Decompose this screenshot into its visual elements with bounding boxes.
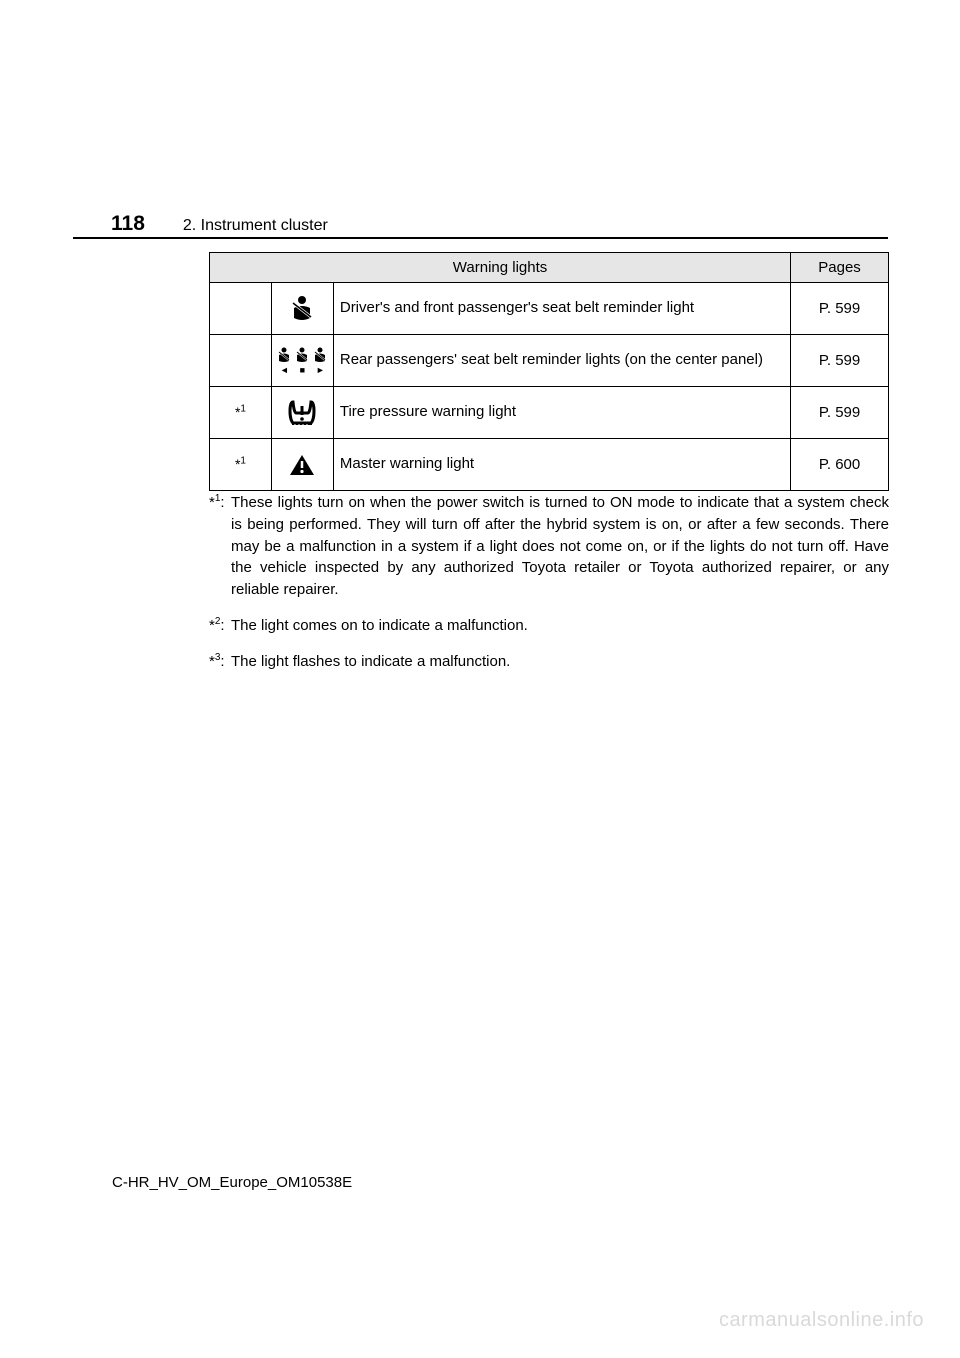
tire-pressure-icon <box>271 387 333 439</box>
footnote: *2: The light comes on to indicate a mal… <box>209 615 889 637</box>
row-desc: Tire pressure warning light <box>333 387 790 439</box>
header-rule <box>73 237 888 239</box>
footnote-label: *3: <box>209 651 231 673</box>
footer-code: C-HR_HV_OM_Europe_OM10538E <box>112 1174 352 1191</box>
table-row: *1 Tire pressure warning light P. 599 <box>210 387 889 439</box>
table-row: ◄ ■ <box>210 335 889 387</box>
row-desc: Rear passengers' seat belt reminder ligh… <box>333 335 790 387</box>
row-mark: *1 <box>210 387 272 439</box>
row-page: P. 599 <box>791 387 889 439</box>
row-mark <box>210 335 272 387</box>
table-row: *1 Master warning light P. 600 <box>210 439 889 491</box>
footnote-label: *2: <box>209 615 231 637</box>
page-number: 118 <box>111 212 145 236</box>
table-header-pages: Pages <box>791 253 889 283</box>
section-title: 2. Instrument cluster <box>183 217 328 235</box>
seatbelt-triple-icon: ◄ ■ <box>271 335 333 387</box>
table-header-warning: Warning lights <box>210 253 791 283</box>
footnote-text: The light comes on to indicate a malfunc… <box>209 615 889 637</box>
row-mark: *1 <box>210 439 272 491</box>
table-row: Driver's and front passenger's seat belt… <box>210 283 889 335</box>
watermark: carmanualsonline.info <box>719 1309 924 1332</box>
row-desc: Driver's and front passenger's seat belt… <box>333 283 790 335</box>
footnote-text: These lights turn on when the power swit… <box>209 492 889 601</box>
row-page: P. 599 <box>791 283 889 335</box>
footnote-text: The light flashes to indicate a malfunct… <box>209 651 889 673</box>
footnote: *3: The light flashes to indicate a malf… <box>209 651 889 673</box>
page-header: 118 2. Instrument cluster <box>111 212 888 236</box>
seatbelt-icon <box>271 283 333 335</box>
row-page: P. 599 <box>791 335 889 387</box>
row-page: P. 600 <box>791 439 889 491</box>
master-warning-icon <box>271 439 333 491</box>
row-mark <box>210 283 272 335</box>
manual-page: 118 2. Instrument cluster Warning lights… <box>0 0 960 1358</box>
row-desc: Master warning light <box>333 439 790 491</box>
footnote-label: *1: <box>209 492 231 514</box>
warning-lights-table: Warning lights Pages Driver's and front … <box>209 252 889 491</box>
footnotes: *1: These lights turn on when the power … <box>209 492 889 686</box>
footnote: *1: These lights turn on when the power … <box>209 492 889 601</box>
